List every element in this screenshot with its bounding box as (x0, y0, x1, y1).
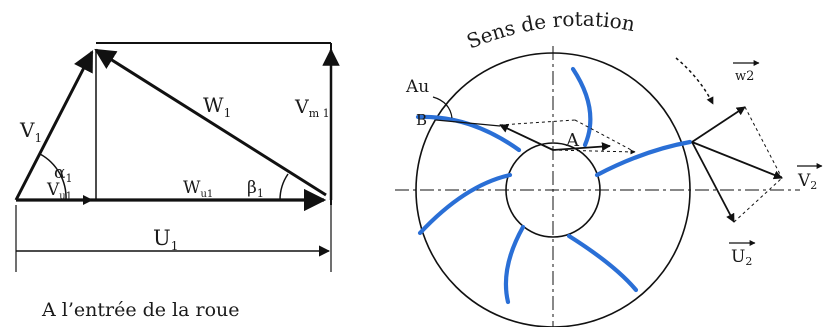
u1-label: U1 (153, 226, 178, 253)
beta1-arc (279, 173, 289, 201)
u2-label: U2 (731, 247, 752, 268)
inlet-velocity-triangle: V1 α1 Vu1 Wu1 β1 W1 Vm 1 U1 A l’entrée d… (14, 42, 340, 321)
v1-vector (14, 50, 94, 201)
w1-vector (94, 48, 327, 197)
beta1-label: β1 (247, 178, 264, 200)
au-label: Au (405, 77, 429, 97)
outlet-u2-vector (691, 141, 735, 223)
point-a-dashed-line (574, 119, 636, 153)
impeller-blade (566, 233, 639, 293)
impeller-blade (570, 66, 593, 148)
outlet-dashed-line (744, 106, 783, 179)
impeller-blade (417, 172, 513, 236)
impeller-blade (503, 224, 526, 305)
impeller-diagram: Sens de rotation Au B (395, 7, 823, 327)
alpha1-arc (39, 153, 67, 201)
outlet-dashed-line (733, 177, 783, 223)
vm1-label: Vm 1 (294, 96, 330, 120)
v2-label: V2 (797, 171, 817, 192)
impeller-blade (594, 139, 693, 178)
vu1-label: Vu1 (46, 180, 72, 202)
alpha1-label: α1 (54, 163, 72, 185)
impeller-blade (415, 114, 522, 153)
b-label: B (416, 111, 427, 129)
w2-label-group: w2 (733, 60, 760, 84)
point-a-u-vector (552, 142, 611, 152)
point-a-w-vector (499, 124, 554, 151)
wu1-label: Wu1 (183, 178, 213, 200)
outlet-w2-vector (691, 106, 746, 143)
b-pointer-line (435, 119, 501, 127)
a-label: A (565, 130, 580, 151)
point-a-v-vector (552, 149, 636, 155)
rotation-direction-arrow (675, 57, 714, 105)
u2-label-group: U2 (729, 240, 756, 268)
au-pointer-arc (432, 96, 453, 119)
point-a-dashed-line (499, 119, 576, 126)
w1-label: W1 (203, 93, 231, 120)
outlet-v2-vector (691, 141, 783, 180)
v1-label: V1 (19, 118, 42, 145)
inlet-caption: A l’entrée de la roue (41, 299, 240, 321)
rotation-direction-label: Sens de rotation (463, 7, 637, 54)
w2-label: w2 (735, 69, 754, 84)
v2-label-group: V2 (797, 163, 823, 192)
